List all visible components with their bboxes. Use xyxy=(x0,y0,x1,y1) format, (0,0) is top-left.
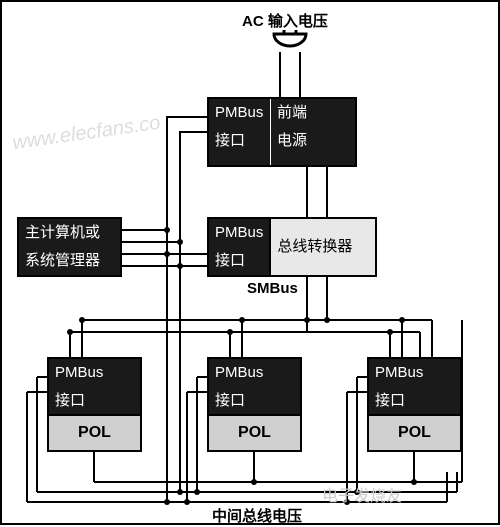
host-block: 主计算机或 系统管理器 xyxy=(17,217,122,277)
pol2-pmbus: PMBus xyxy=(209,359,300,387)
pol2-pol: POL xyxy=(209,414,300,450)
pol-block-3: PMBus 接口 POL xyxy=(367,357,462,452)
pol1-pmbus: PMBus xyxy=(49,359,140,387)
host-line1: 主计算机或 xyxy=(19,219,120,247)
frontend-label1: 前端 xyxy=(271,99,355,127)
busconv-pmbus: PMBus xyxy=(209,219,269,247)
ac-input-label: AC 输入电压 xyxy=(242,10,328,31)
frontend-pmbus: PMBus xyxy=(209,99,270,127)
pol-block-1: PMBus 接口 POL xyxy=(47,357,142,452)
pol1-pol: POL xyxy=(49,414,140,450)
pol2-iface: 接口 xyxy=(209,387,300,415)
pol1-iface: 接口 xyxy=(49,387,140,415)
pol-block-2: PMBus 接口 POL xyxy=(207,357,302,452)
pol3-iface: 接口 xyxy=(369,387,460,415)
host-line2: 系统管理器 xyxy=(19,247,120,275)
frontend-label2: 电源 xyxy=(271,127,355,155)
plug-icon xyxy=(270,30,310,65)
watermark-cn: 电子发烧友 xyxy=(322,482,402,506)
mid-bus-voltage-label: 中间总线电压 xyxy=(212,505,302,526)
busconv-label: 总线转换器 xyxy=(271,233,375,261)
pol3-pmbus: PMBus xyxy=(369,359,460,387)
smbus-label: SMBus xyxy=(247,280,298,297)
frontend-iface: 接口 xyxy=(209,127,270,155)
frontend-block: PMBus 接口 前端 电源 xyxy=(207,97,357,167)
busconv-block: PMBus 接口 总线转换器 xyxy=(207,217,377,277)
busconv-iface: 接口 xyxy=(209,247,269,275)
pol3-pol: POL xyxy=(369,414,460,450)
